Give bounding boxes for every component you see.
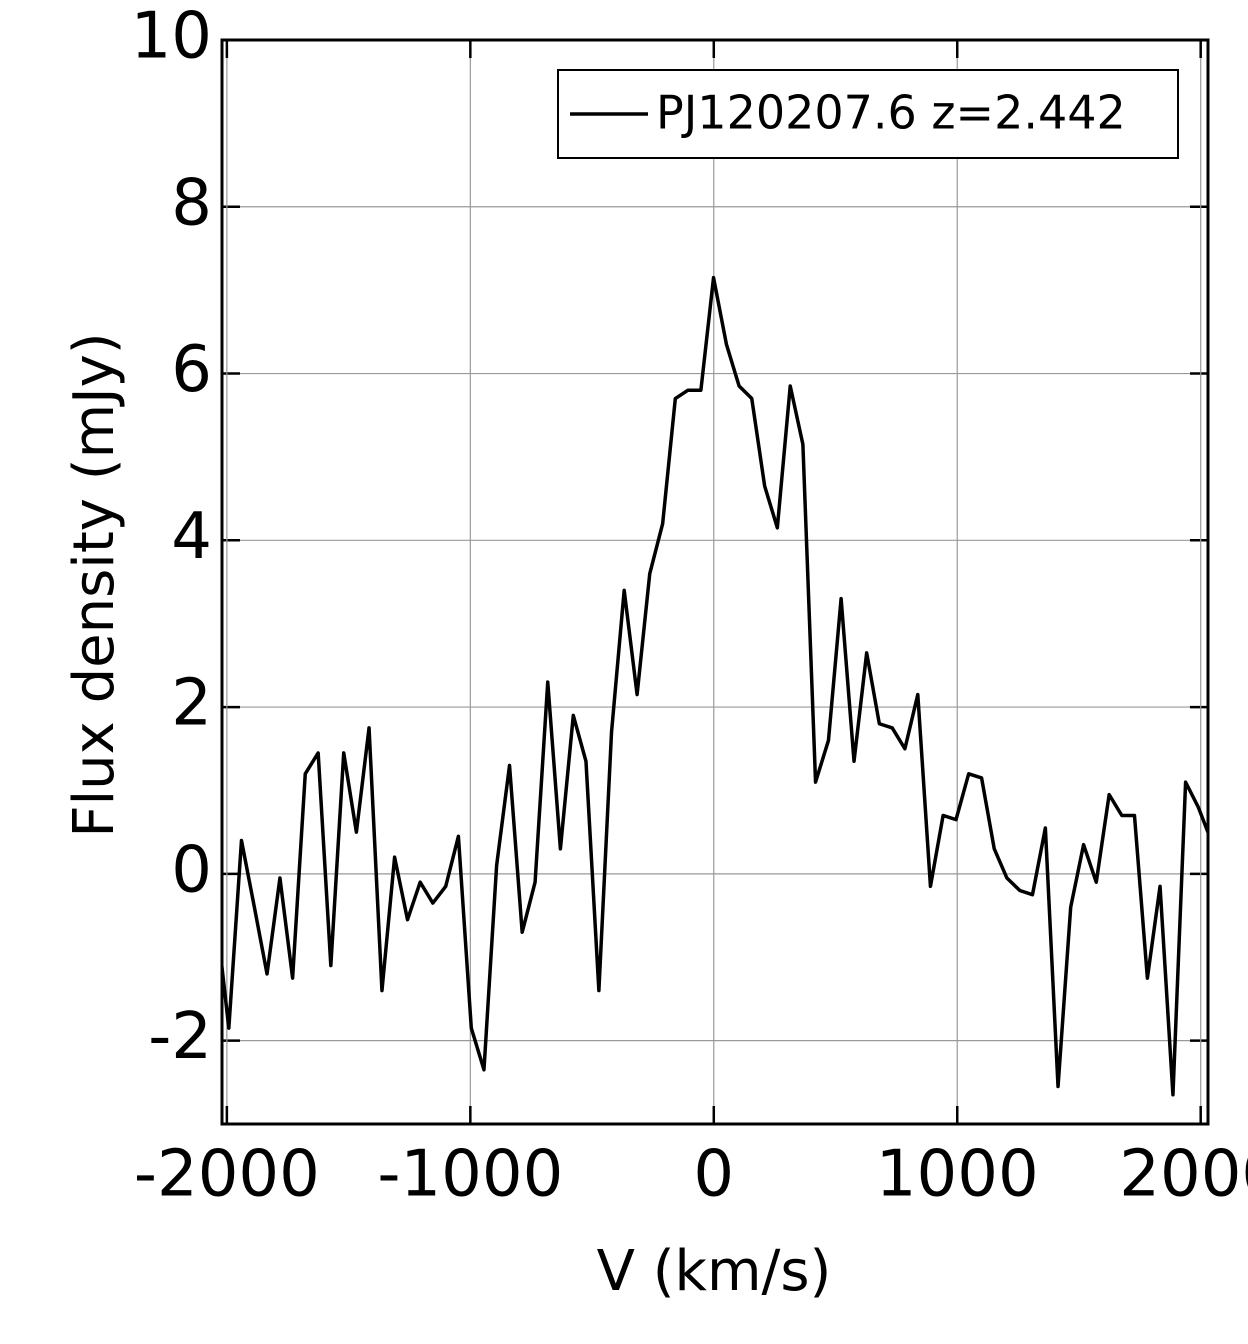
- y-tick-label: 2: [171, 667, 212, 741]
- x-tick-label: -1000: [377, 1138, 563, 1212]
- legend-box: [557, 69, 1179, 159]
- data-line: [222, 275, 1208, 1097]
- x-tick-label: -2000: [134, 1138, 320, 1212]
- y-tick-label: 10: [131, 0, 212, 74]
- y-axis-label: Flux density (mJy): [62, 332, 127, 837]
- x-axis-label: V (km/s): [597, 1239, 832, 1304]
- y-tick-label: 4: [171, 500, 212, 574]
- y-tick-label: 8: [171, 166, 212, 240]
- x-tick-label: 1000: [876, 1138, 1039, 1212]
- x-tick-label: 2000: [1119, 1138, 1248, 1212]
- y-tick-label: -2: [148, 1000, 212, 1074]
- y-tick-label: 0: [171, 833, 212, 907]
- y-tick-label: 6: [171, 333, 212, 407]
- plot-frame: [220, 38, 1210, 1126]
- x-tick-label: 0: [693, 1138, 734, 1212]
- legend-label: PJ120207.6 z=2.442: [656, 86, 1126, 140]
- plot-area: [222, 275, 1208, 1097]
